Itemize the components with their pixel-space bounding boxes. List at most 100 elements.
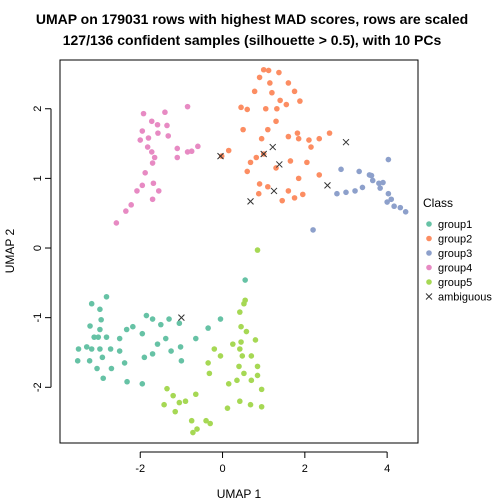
group1-point <box>177 344 184 350</box>
group4-point <box>188 148 195 155</box>
group5-point <box>207 420 213 427</box>
group2-point <box>308 144 314 150</box>
x-tick-label: -2 <box>135 463 145 475</box>
group1-point <box>139 330 146 337</box>
group1-point <box>103 293 110 300</box>
group2-point <box>299 191 306 198</box>
group1-point <box>143 312 150 319</box>
y-tick-label: 0 <box>32 245 44 251</box>
group5-point <box>247 401 254 408</box>
legend-label-group5: group5 <box>438 277 472 289</box>
group5-point <box>243 328 250 335</box>
group2-point <box>265 67 272 74</box>
group2-point <box>265 126 271 133</box>
group3-point <box>385 156 392 163</box>
group2-point <box>316 172 323 178</box>
group1-point <box>99 354 106 361</box>
group4-point <box>155 130 161 136</box>
group1-point <box>107 346 114 352</box>
legend-marker-group2 <box>426 235 432 242</box>
ambiguous-point <box>178 314 185 322</box>
group5-point <box>224 405 231 411</box>
group2-point <box>285 188 292 194</box>
group4-point <box>150 180 157 187</box>
group1-point <box>166 316 172 322</box>
group1-point <box>83 344 90 350</box>
group5-point <box>254 363 261 370</box>
group5-point <box>248 353 255 359</box>
group5-point <box>252 337 259 343</box>
group3-point <box>338 166 344 173</box>
group4-point <box>142 170 148 176</box>
group5-point <box>206 370 213 377</box>
group1-point <box>178 358 185 364</box>
group1-point <box>139 381 146 387</box>
group4-point <box>174 154 181 161</box>
group2-point <box>273 118 279 125</box>
group1-point <box>108 365 115 372</box>
x-axis: -2 0 2 4 <box>135 451 390 475</box>
group2-point <box>295 135 302 142</box>
ambiguous-point <box>275 161 283 168</box>
group1-point <box>176 320 183 327</box>
group2-point <box>276 69 282 76</box>
group1-point <box>149 351 156 357</box>
group4-point <box>140 110 147 117</box>
group1-point <box>94 365 100 372</box>
group4-point <box>139 128 146 134</box>
group1-point <box>95 334 102 340</box>
group1-point <box>130 323 136 330</box>
group1-point <box>87 323 93 329</box>
y-tick-label: 1 <box>32 175 44 181</box>
group5-point <box>258 403 265 410</box>
group3-point <box>391 203 397 210</box>
group4-point <box>164 122 170 129</box>
group2-point <box>240 126 246 133</box>
group3-point <box>397 204 404 211</box>
group5-point <box>237 398 243 405</box>
legend: Class group1 group2 group3 group4 group5 ambi… <box>423 196 492 304</box>
group2-point <box>306 137 312 143</box>
group5-point <box>176 399 183 406</box>
y-tick-label: -2 <box>32 382 44 392</box>
group2-point <box>285 133 292 140</box>
group1-point <box>97 346 103 352</box>
legend-marker-group1 <box>426 221 432 227</box>
group1-point <box>141 354 148 361</box>
x-tick-label: 2 <box>302 463 308 475</box>
legend-label-group1: group1 <box>438 219 472 231</box>
group2-point <box>244 106 251 113</box>
group5-point <box>230 341 236 347</box>
legend-marker-group4 <box>426 264 432 271</box>
group5-point <box>254 247 261 253</box>
group1-point <box>242 277 248 283</box>
group2-point <box>326 130 333 136</box>
group1-point <box>75 346 82 352</box>
group1-point <box>97 326 103 333</box>
group4-point <box>148 149 155 155</box>
group2-point <box>218 153 225 159</box>
group2-point <box>244 168 251 175</box>
y-tick-label: 2 <box>32 106 44 112</box>
group2-point <box>283 101 290 108</box>
group2-point <box>265 183 271 190</box>
legend-title: Class <box>423 196 453 210</box>
ambiguous-point <box>269 143 277 151</box>
chart-subtitle: 127/136 confident samples (silhouette > … <box>63 32 442 48</box>
group5-point <box>241 300 247 307</box>
group4-point <box>134 188 140 194</box>
group5-point <box>234 377 240 384</box>
group5-point <box>203 417 209 424</box>
ambiguous-point <box>342 138 350 146</box>
group3-point <box>369 177 376 184</box>
group5-point <box>182 398 189 405</box>
group5-point <box>236 363 242 370</box>
group1-point <box>168 348 174 354</box>
group2-point <box>285 80 292 86</box>
group2-point <box>262 105 269 112</box>
group4-point <box>148 118 155 125</box>
group4-point <box>162 109 168 116</box>
group5-point <box>172 408 179 415</box>
group5-point <box>241 370 247 377</box>
legend-label-group3: group3 <box>438 248 472 260</box>
